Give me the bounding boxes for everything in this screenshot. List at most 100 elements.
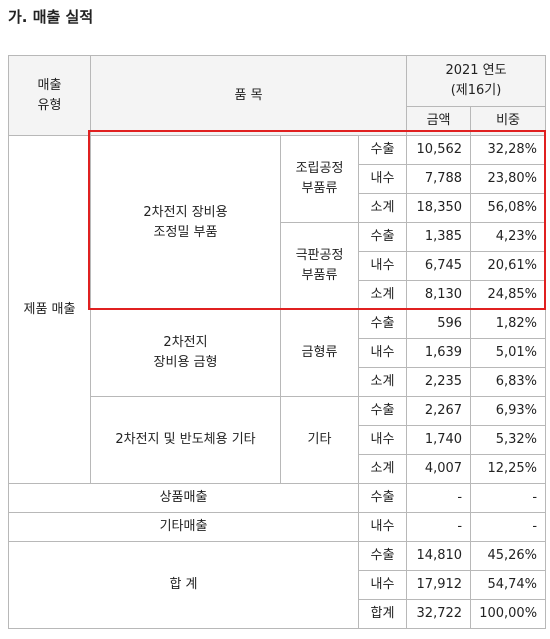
kind-cell: 수출 <box>357 541 408 571</box>
amount-cell: 1,740 <box>406 425 472 455</box>
amount-cell: 14,810 <box>406 541 472 571</box>
table-row: 내수 6,745 20,61% <box>9 251 547 281</box>
cell-line: (제16기) <box>450 83 502 98</box>
cell-line: 조정밀 부품 <box>153 224 218 240</box>
share-cell: 54,74% <box>470 570 547 600</box>
kind-cell: 내수 <box>357 570 408 600</box>
type-cell: 제품 매출 <box>8 135 91 484</box>
share-cell: - <box>470 483 547 513</box>
table-row: 합계 32,722 100,00% <box>9 599 547 629</box>
amount-cell: - <box>406 483 472 513</box>
sales-table: 매출 유형 품 목 2021 연도 (제16기) 금액 비중 제품 매출 2차전지 장비용 조정밀… <box>8 55 547 629</box>
other-cell: 상품매출 <box>8 483 359 513</box>
other-cell: 기타매출 <box>8 512 359 542</box>
item-cell: 기타 <box>280 396 359 484</box>
table-row: 소계 8,130 24,85% <box>9 280 547 310</box>
table-row: 소계 2,235 6,83% <box>9 367 547 397</box>
amount-cell: 17,912 <box>406 570 472 600</box>
total-cell: 합 계 <box>8 541 359 629</box>
amount-cell: 7,788 <box>406 164 472 194</box>
share-cell: 45,26% <box>470 541 547 571</box>
share-cell: 6,93% <box>470 396 547 426</box>
header-cell: 금액 <box>406 106 472 136</box>
amount-cell: - <box>406 512 472 542</box>
table-row: 소계 4,007 12,25% <box>9 454 547 484</box>
cell-line: 부품류 <box>301 181 338 196</box>
kind-cell: 내수 <box>357 338 408 368</box>
header-cell: 비중 <box>470 106 547 136</box>
amount-cell: 18,350 <box>406 193 472 223</box>
cell-line: 유형 <box>37 97 62 113</box>
amount-cell: 596 <box>406 309 472 339</box>
share-cell: 32,28% <box>470 135 547 165</box>
kind-cell: 소계 <box>357 280 408 310</box>
kind-cell: 합계 <box>357 599 408 629</box>
header-cell: 2021 연도 (제16기) <box>406 55 547 107</box>
share-cell: 12,25% <box>470 454 547 484</box>
kind-cell: 수출 <box>357 309 408 339</box>
product-cell: 2차전지 및 반도체용 기타 <box>90 396 281 484</box>
cell-line: 매출 <box>37 77 62 93</box>
amount-cell: 10,562 <box>406 135 472 165</box>
cell-line: 2021 연도 <box>445 63 507 78</box>
cell-line: 2차전지 <box>163 335 208 350</box>
amount-cell: 1,385 <box>406 222 472 252</box>
share-cell: 100,00% <box>470 599 547 629</box>
cell-line: 조립공정 <box>295 161 344 176</box>
share-cell: 5,01% <box>470 338 547 368</box>
share-cell: - <box>470 512 547 542</box>
kind-cell: 내수 <box>357 425 408 455</box>
kind-cell: 내수 <box>357 164 408 194</box>
share-cell: 4,23% <box>470 222 547 252</box>
kind-cell: 소계 <box>357 454 408 484</box>
amount-cell: 4,007 <box>406 454 472 484</box>
section-title: 가. 매출 실적 <box>8 8 94 26</box>
cell-line: 극판공정 <box>295 248 344 263</box>
table-row: 내수 1,639 5,01% <box>9 338 547 368</box>
table-row: 제품 매출 2차전지 장비용 조정밀 부품 조립공정 부품류 수출 10,562 32,28% <box>8 135 547 484</box>
item-cell: 금형류 <box>280 309 359 397</box>
header-cell: 품 목 <box>89 55 408 136</box>
share-cell: 23,80% <box>470 164 547 194</box>
amount-cell: 2,235 <box>406 367 472 397</box>
cell-line: 2차전지 및 반도체용 기타 <box>115 432 256 447</box>
share-cell: 24,85% <box>470 280 547 310</box>
cell-line: 기타 <box>307 432 332 447</box>
table-row: 내수 7,788 23,80% <box>9 164 547 194</box>
kind-cell: 수출 <box>357 483 408 513</box>
share-cell: 20,61% <box>470 251 547 281</box>
table-row: 매출 유형 품 목 2021 연도 (제16기) <box>8 55 547 136</box>
kind-cell: 소계 <box>357 193 408 223</box>
table-row: 2차전지 및 반도체용 기타 기타 수출 2,267 6,93% <box>9 396 547 484</box>
kind-cell: 소계 <box>357 367 408 397</box>
kind-cell: 내수 <box>357 251 408 281</box>
cell-line: 장비용 금형 <box>153 355 218 370</box>
table-row: 상품매출 수출 - - <box>8 483 547 513</box>
cell-line: 금형류 <box>301 345 338 360</box>
amount-cell: 2,267 <box>406 396 472 426</box>
kind-cell: 수출 <box>357 135 408 165</box>
amount-cell: 6,745 <box>406 251 472 281</box>
table-row: 기타매출 내수 - - <box>8 512 547 542</box>
kind-cell: 수출 <box>357 396 408 426</box>
share-cell: 5,32% <box>470 425 547 455</box>
table-row: 합 계 수출 14,810 45,26% <box>8 541 547 629</box>
table-row: 내수 1,740 5,32% <box>9 425 547 455</box>
table-row: 소계 18,350 56,08% <box>9 193 547 223</box>
kind-cell: 내수 <box>357 512 408 542</box>
cell-line: 부품류 <box>301 268 338 283</box>
amount-cell: 8,130 <box>406 280 472 310</box>
kind-cell: 수출 <box>357 222 408 252</box>
share-cell: 56,08% <box>470 193 547 223</box>
share-cell: 6,83% <box>470 367 547 397</box>
amount-cell: 1,639 <box>406 338 472 368</box>
share-cell: 1,82% <box>470 309 547 339</box>
cell-line: 2차전지 장비용 <box>143 204 228 220</box>
